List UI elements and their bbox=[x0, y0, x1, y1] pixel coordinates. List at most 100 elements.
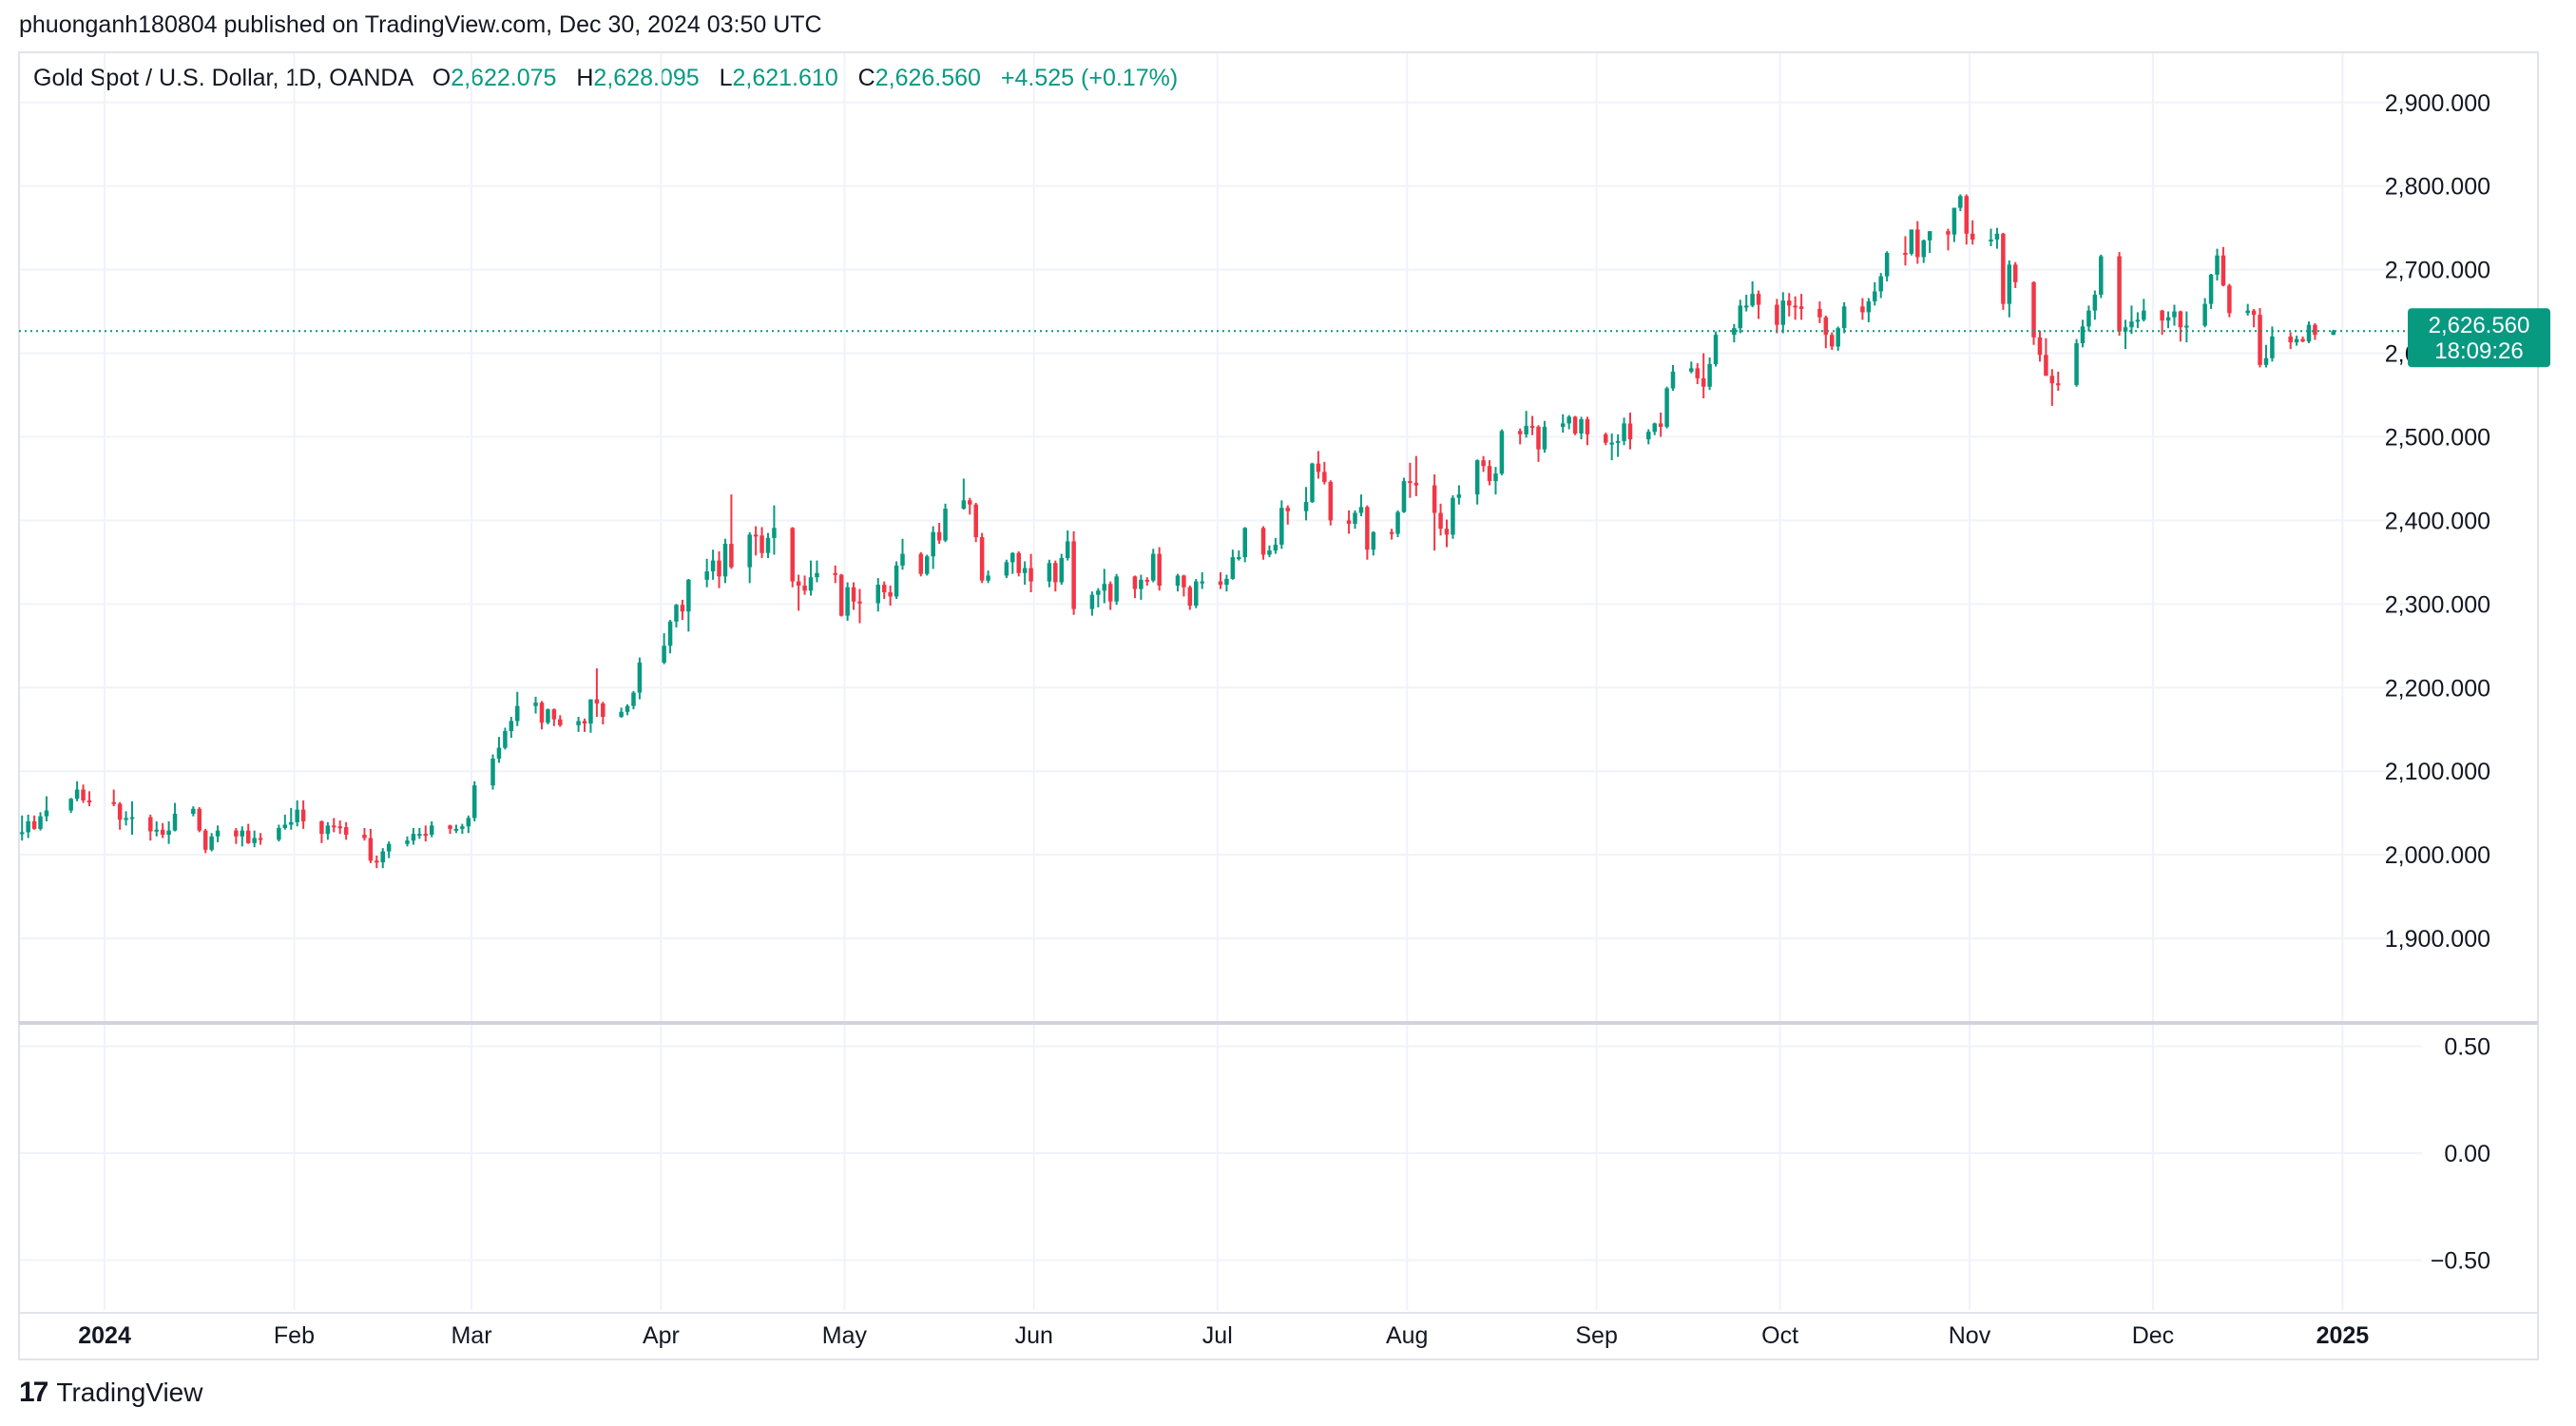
candle-body bbox=[601, 703, 606, 718]
candle-body bbox=[894, 565, 899, 597]
candle-body bbox=[117, 803, 123, 820]
time-tick-label: Dec bbox=[2132, 1322, 2174, 1349]
candle-body bbox=[209, 836, 214, 850]
candle-body bbox=[448, 825, 452, 829]
candle-body bbox=[1267, 550, 1272, 555]
candle-body bbox=[1487, 466, 1492, 482]
candle-body bbox=[1713, 335, 1719, 364]
candle-body bbox=[68, 799, 73, 811]
candle-body bbox=[2074, 343, 2079, 385]
candle-body bbox=[2172, 311, 2177, 318]
candle-body bbox=[1237, 557, 1241, 560]
candle-body bbox=[1028, 568, 1033, 582]
candle-body bbox=[759, 535, 764, 553]
candle-body bbox=[1604, 434, 1608, 443]
tradingview-brand[interactable]: 17 TradingView bbox=[19, 1377, 202, 1409]
price-tick-label: 2,300.000 bbox=[2385, 591, 2490, 618]
candle-body bbox=[509, 721, 514, 731]
candle-body bbox=[1701, 377, 1706, 387]
time-tick-label: Aug bbox=[1386, 1322, 1428, 1349]
candle-body bbox=[154, 829, 159, 832]
symbol-name[interactable]: Gold Spot / U.S. Dollar, 1D, OANDA bbox=[33, 65, 413, 91]
candle-body bbox=[674, 605, 679, 622]
candle-body bbox=[38, 816, 43, 829]
candle-body bbox=[1194, 581, 1199, 607]
candle-body bbox=[2080, 326, 2086, 343]
candle-body bbox=[2227, 285, 2232, 314]
candle-body bbox=[172, 814, 178, 831]
candle-body bbox=[1542, 426, 1548, 450]
candle-body bbox=[1572, 416, 1578, 434]
candle-body bbox=[1585, 419, 1590, 434]
candle-body bbox=[753, 534, 759, 537]
candle-body bbox=[722, 544, 728, 577]
time-axis: 2024 Feb Mar Apr May Jun Jul Aug Sep Oct Nov Dec 202… bbox=[78, 1322, 2369, 1349]
candle-body bbox=[704, 571, 709, 580]
time-tick-label: Jun bbox=[1015, 1322, 1053, 1349]
candle-body bbox=[1579, 419, 1584, 434]
time-tick-label: May bbox=[822, 1322, 868, 1349]
candle-body bbox=[582, 721, 587, 724]
tradingview-logo-icon: 17 bbox=[19, 1377, 48, 1408]
high-value: 2,628.095 bbox=[593, 65, 700, 91]
candle-body bbox=[1279, 508, 1284, 545]
candle-body bbox=[1371, 531, 1376, 550]
candle-body bbox=[2313, 324, 2317, 336]
candle-body bbox=[802, 586, 807, 591]
candle-body bbox=[405, 840, 410, 844]
indicator-tick-label: 0.50 bbox=[2444, 1034, 2490, 1061]
candle-body bbox=[2331, 331, 2336, 336]
price-tick-label: 2,800.000 bbox=[2385, 174, 2490, 201]
candle-body bbox=[1622, 423, 1626, 441]
candle-body bbox=[729, 544, 734, 568]
candle-body bbox=[1353, 512, 1357, 524]
candle-body bbox=[815, 572, 819, 578]
candle-body bbox=[1139, 579, 1144, 589]
candle-body bbox=[1946, 231, 1951, 235]
candle-body bbox=[1004, 562, 1009, 576]
candle-body bbox=[1695, 368, 1700, 378]
candle-body bbox=[423, 834, 429, 837]
candle-body bbox=[1964, 196, 1970, 234]
publish-line: phuonganh180804 published on TradingView… bbox=[19, 11, 822, 38]
candle-body bbox=[1175, 575, 1181, 586]
candle-body bbox=[2294, 338, 2299, 343]
candle-body bbox=[1529, 426, 1535, 429]
candle-body bbox=[1738, 305, 1743, 329]
candle-body bbox=[1230, 557, 1236, 579]
candle-body bbox=[2263, 357, 2269, 365]
candle-body bbox=[2258, 315, 2262, 365]
candle-body bbox=[1242, 528, 1247, 558]
candle-body bbox=[961, 500, 967, 510]
candle-body bbox=[717, 560, 721, 577]
candle-body bbox=[1089, 594, 1095, 609]
candle-body bbox=[2117, 256, 2122, 332]
candle-body bbox=[386, 843, 392, 852]
candle-body bbox=[490, 759, 495, 786]
candle-body bbox=[1456, 494, 1462, 498]
pane-borders bbox=[18, 51, 2539, 1360]
candle-body bbox=[2099, 256, 2104, 295]
candle-body bbox=[833, 572, 837, 575]
candle-body bbox=[1909, 229, 1914, 254]
candle-body bbox=[973, 504, 978, 537]
time-tick-label: Mar bbox=[451, 1322, 491, 1349]
last-price-label: 2,626.560 bbox=[2429, 313, 2530, 338]
candle-body bbox=[2044, 355, 2048, 376]
candle-body bbox=[2142, 310, 2146, 320]
candle-body bbox=[1517, 431, 1523, 434]
candle-body bbox=[2001, 233, 2006, 304]
last-price-tag-bg bbox=[2408, 308, 2550, 368]
candle-body bbox=[215, 830, 221, 837]
candle-body bbox=[1218, 581, 1223, 586]
candle-body bbox=[2208, 274, 2214, 304]
price-tick-label: 2,200.000 bbox=[2385, 675, 2490, 702]
candle-body bbox=[625, 705, 630, 712]
candle-body bbox=[258, 838, 263, 840]
candle-body bbox=[1732, 328, 1737, 336]
candle-body bbox=[686, 579, 691, 612]
candle-body bbox=[924, 556, 930, 574]
candle-body bbox=[1413, 482, 1419, 486]
candle-body bbox=[325, 825, 331, 835]
